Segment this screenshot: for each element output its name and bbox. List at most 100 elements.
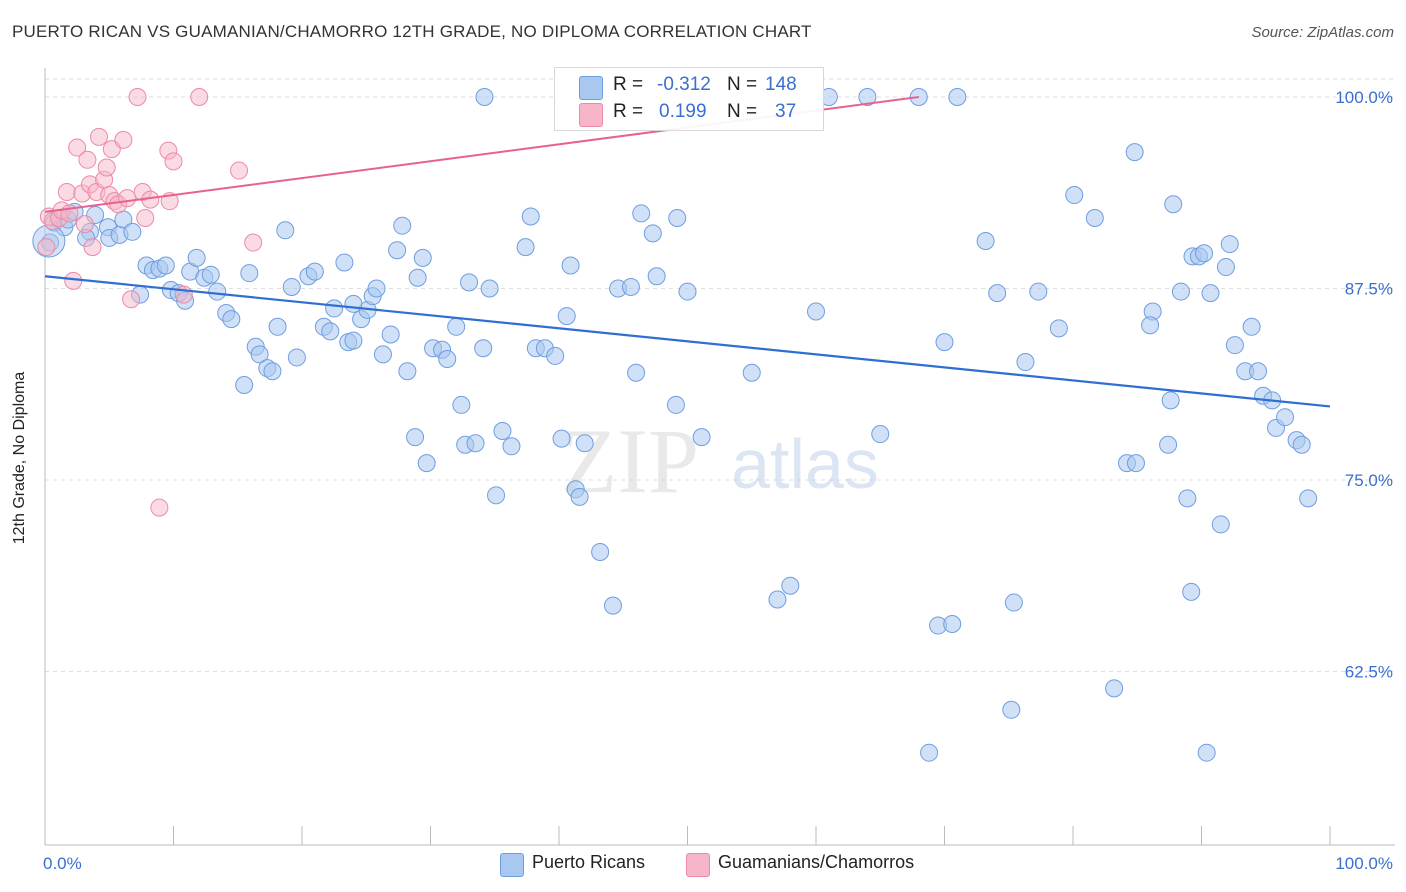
axes xyxy=(44,68,1395,846)
data-point-puerto-rican xyxy=(388,241,407,260)
data-point-puerto-rican xyxy=(1201,284,1220,303)
data-point-puerto-rican xyxy=(305,262,324,281)
data-point-puerto-rican xyxy=(1292,435,1311,454)
data-point-puerto-rican xyxy=(621,277,640,296)
data-point-puerto-rican xyxy=(276,221,295,240)
data-point-puerto-rican xyxy=(1016,353,1035,372)
data-point-puerto-rican xyxy=(521,207,540,226)
data-point-puerto-rican xyxy=(1242,317,1261,336)
data-point-puerto-rican xyxy=(552,429,571,448)
legend-swatch-blue xyxy=(579,76,603,100)
data-point-puerto-rican xyxy=(1049,319,1068,338)
data-point-puerto-rican xyxy=(335,253,354,272)
data-point-puerto-rican xyxy=(156,256,175,275)
data-point-puerto-rican xyxy=(502,437,521,456)
data-point-puerto-rican xyxy=(807,302,825,321)
legend-r-label: R = xyxy=(613,101,644,122)
data-point-puerto-rican xyxy=(935,333,954,352)
data-point-puerto-rican xyxy=(1195,244,1214,263)
data-point-puerto-rican xyxy=(447,317,466,336)
legend-swatch-pink xyxy=(579,103,603,127)
legend-r-value: 0.199 xyxy=(659,101,707,122)
data-point-puerto-rican xyxy=(516,238,535,257)
data-point-puerto-rican xyxy=(240,264,259,283)
data-point-puerto-rican xyxy=(557,307,576,326)
data-point-puerto-rican xyxy=(1164,195,1183,214)
data-point-puerto-rican xyxy=(603,596,622,615)
data-point-puerto-rican xyxy=(1178,489,1197,508)
data-point-puerto-rican xyxy=(570,487,589,506)
data-point-guamanian xyxy=(114,130,133,149)
data-point-puerto-rican xyxy=(678,282,697,301)
data-point-puerto-rican xyxy=(1029,282,1048,301)
y-tick-label: 62.5% xyxy=(1345,663,1393,682)
legend-n-value: 148 xyxy=(765,74,797,95)
data-point-puerto-rican xyxy=(123,222,142,241)
data-point-puerto-rican xyxy=(1085,209,1104,228)
data-point-puerto-rican xyxy=(480,279,499,298)
data-point-puerto-rican xyxy=(413,248,432,267)
data-point-puerto-rican xyxy=(1276,408,1295,427)
data-point-puerto-rican xyxy=(250,345,269,364)
data-point-guamanian xyxy=(37,238,56,257)
data-point-puerto-rican xyxy=(1225,336,1244,355)
data-point-guamanian xyxy=(97,158,116,177)
data-point-puerto-rican xyxy=(287,348,306,367)
data-point-guamanian xyxy=(64,271,83,290)
data-point-puerto-rican xyxy=(1161,391,1180,410)
chart-title: PUERTO RICAN VS GUAMANIAN/CHAMORRO 12TH … xyxy=(12,22,812,41)
data-point-puerto-rican xyxy=(222,310,241,329)
data-point-guamanian xyxy=(57,182,76,201)
data-point-guamanian xyxy=(150,498,169,517)
data-point-puerto-rican xyxy=(1065,186,1084,205)
data-point-guamanian xyxy=(75,215,94,234)
data-point-puerto-rican xyxy=(1126,454,1145,473)
data-point-puerto-rican xyxy=(920,743,939,762)
data-point-puerto-rican xyxy=(1197,743,1216,762)
data-point-puerto-rican xyxy=(943,615,962,634)
data-point-puerto-rican xyxy=(393,216,412,235)
data-point-puerto-rican xyxy=(460,273,479,292)
data-point-puerto-rican xyxy=(381,325,400,344)
data-point-puerto-rican xyxy=(367,279,386,298)
data-point-puerto-rican xyxy=(768,590,787,609)
data-point-puerto-rican xyxy=(321,322,340,341)
y-tick-label: 75.0% xyxy=(1345,471,1393,490)
data-point-puerto-rican xyxy=(546,346,565,365)
data-point-puerto-rican xyxy=(692,428,711,447)
data-point-puerto-rican xyxy=(1171,282,1190,301)
data-point-puerto-rican xyxy=(988,284,1007,303)
series-guamanians xyxy=(37,88,263,517)
data-point-puerto-rican xyxy=(976,232,995,251)
data-point-puerto-rican xyxy=(187,248,206,267)
data-point-puerto-rican xyxy=(1004,593,1023,612)
legend-r-value: -0.312 xyxy=(657,74,711,95)
data-point-puerto-rican xyxy=(344,294,363,313)
bottom-swatch-pink xyxy=(686,853,710,877)
data-point-puerto-rican xyxy=(452,395,471,414)
data-point-puerto-rican xyxy=(666,395,685,414)
data-point-puerto-rican xyxy=(647,267,666,286)
data-point-guamanian xyxy=(118,189,137,208)
data-point-puerto-rican xyxy=(1216,258,1235,277)
source-label: Source: ZipAtlas.com xyxy=(1251,24,1394,41)
legend-r-label: R = xyxy=(613,74,644,95)
x-tick-label: 0.0% xyxy=(43,854,82,873)
bottom-swatch-blue xyxy=(500,853,524,877)
data-point-guamanian xyxy=(244,233,263,252)
data-point-puerto-rican xyxy=(1299,489,1318,508)
y-tick-label: 100.0% xyxy=(1335,88,1393,107)
data-point-puerto-rican xyxy=(1220,235,1239,254)
data-point-puerto-rican xyxy=(591,543,610,562)
data-point-puerto-rican xyxy=(1125,143,1144,162)
data-point-puerto-rican xyxy=(1105,679,1124,698)
data-point-puerto-rican xyxy=(344,331,363,350)
legend-n-label: N = xyxy=(727,101,758,122)
data-point-puerto-rican xyxy=(406,428,425,447)
data-point-puerto-rican xyxy=(493,421,512,440)
data-point-guamanian xyxy=(128,88,147,106)
data-point-guamanian xyxy=(83,238,102,257)
data-point-guamanian xyxy=(78,150,97,169)
trend-lines xyxy=(44,96,1331,408)
data-point-puerto-rican xyxy=(487,486,506,505)
